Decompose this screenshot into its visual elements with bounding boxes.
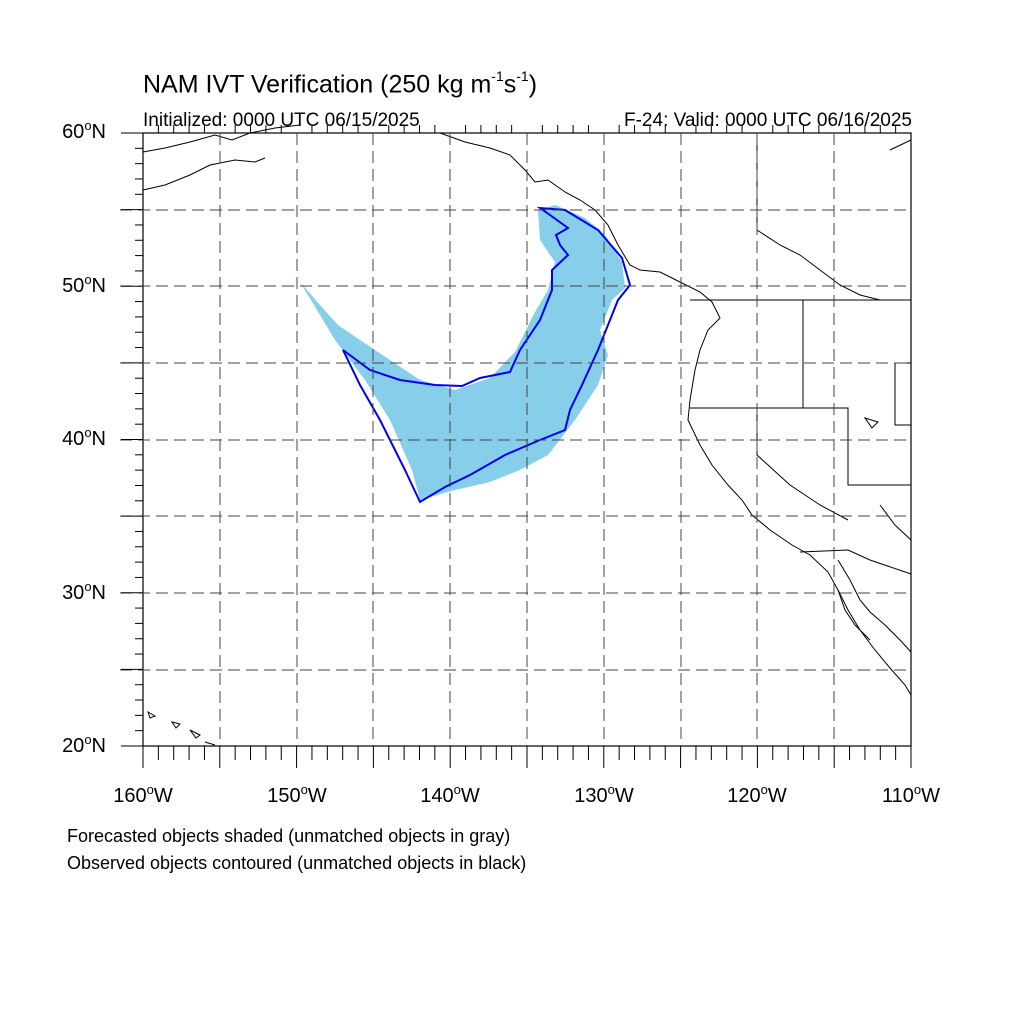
lon-label-120w: 120oW: [727, 782, 787, 807]
lat-label-40: 40oN: [62, 425, 106, 450]
lat-label-20: 20oN: [62, 732, 106, 757]
footnote-forecast: Forecasted objects shaded (unmatched obj…: [67, 826, 511, 846]
lon-label-160w: 160oW: [113, 782, 173, 807]
forecast-object: [300, 205, 625, 500]
lat-label-30: 30oN: [62, 579, 106, 604]
lat-label-60: 60oN: [62, 118, 106, 143]
map-title: NAM IVT Verification (250 kg m-1s-1): [143, 68, 538, 99]
lon-label-150w: 150oW: [267, 782, 327, 807]
observed-object: [342, 206, 632, 504]
graticule: [120, 133, 911, 746]
initialized-time: Initialized: 0000 UTC 06/15/2025: [143, 110, 420, 131]
axis-ticks: [121, 125, 912, 768]
lon-label-140w: 140oW: [420, 782, 480, 807]
lon-label-130w: 130oW: [574, 782, 634, 807]
footnote-observed: Observed objects contoured (unmatched ob…: [67, 853, 527, 873]
coastlines: [142, 124, 912, 746]
lat-label-50: 50oN: [62, 272, 106, 297]
lon-label-110w: 110oW: [881, 782, 940, 807]
